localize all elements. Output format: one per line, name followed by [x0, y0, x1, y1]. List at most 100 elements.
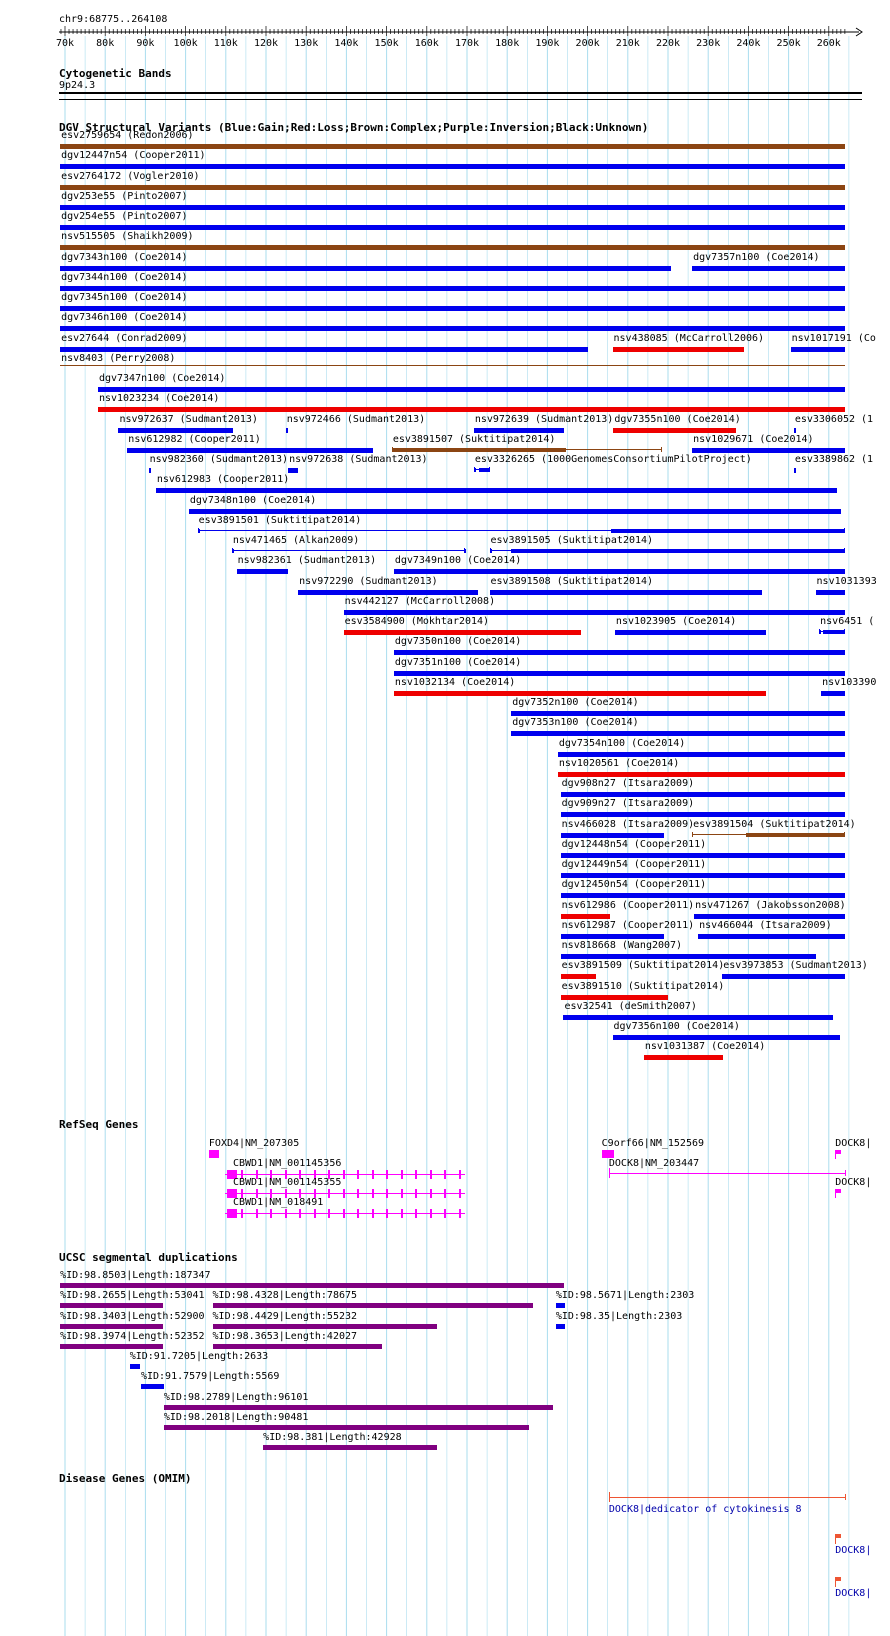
dgv-feature-bar[interactable]	[478, 468, 490, 472]
dgv-feature-bar[interactable]	[610, 528, 846, 533]
segdup-bar[interactable]	[60, 1323, 163, 1329]
cytoband-bar[interactable]	[59, 92, 862, 94]
dgv-feature-bar[interactable]	[60, 285, 846, 291]
dgv-feature-bar[interactable]	[393, 569, 846, 575]
dgv-feature-bar[interactable]	[698, 933, 846, 939]
dgv-feature-bar[interactable]	[343, 630, 581, 635]
dgv-feature-bar[interactable]	[511, 549, 846, 553]
segdup-bar[interactable]	[212, 1323, 437, 1329]
gene-body[interactable]	[601, 1150, 615, 1158]
dgv-feature-bar[interactable]	[614, 630, 767, 635]
dgv-feature-bar[interactable]	[97, 387, 846, 392]
segdup-bar[interactable]	[263, 1445, 437, 1450]
dgv-feature-bar[interactable]	[489, 589, 763, 595]
dgv-feature-bar[interactable]	[694, 913, 846, 919]
segdup-bar[interactable]	[60, 1343, 163, 1349]
gene-body[interactable]	[208, 1150, 219, 1158]
dgv-feature-bar[interactable]	[60, 144, 846, 149]
dgv-feature-bar[interactable]	[819, 630, 822, 634]
gene-intron-line[interactable]	[224, 1173, 465, 1175]
dgv-feature-bar[interactable]	[612, 346, 745, 352]
dgv-feature-bar[interactable]	[613, 427, 737, 433]
omim-gene-line[interactable]	[608, 1497, 846, 1498]
dgv-feature-bar[interactable]	[790, 346, 846, 352]
dgv-feature-bar[interactable]	[463, 549, 466, 553]
dgv-feature-bar[interactable]	[560, 792, 846, 797]
dgv-feature-bar[interactable]	[288, 468, 299, 473]
dgv-feature-bar[interactable]	[560, 954, 816, 959]
dgv-feature-bar[interactable]	[60, 184, 846, 190]
dgv-feature-bar[interactable]	[560, 913, 611, 919]
dgv-feature-bar[interactable]	[692, 265, 846, 271]
dgv-feature-bar[interactable]	[822, 630, 846, 634]
dgv-feature-bar[interactable]	[643, 1055, 723, 1061]
dgv-feature-bar[interactable]	[118, 427, 234, 433]
segdup-bar[interactable]	[140, 1384, 164, 1390]
dgv-feature-bar[interactable]	[560, 852, 846, 858]
dgv-feature-bar[interactable]	[557, 771, 846, 777]
dgv-feature-bar[interactable]	[793, 427, 796, 433]
segdup-bar[interactable]	[60, 1303, 163, 1309]
gene-intron-line[interactable]	[224, 1212, 465, 1214]
dgv-feature-bar[interactable]	[560, 974, 596, 980]
dgv-feature-bar[interactable]	[612, 1035, 841, 1040]
dgv-feature-bar[interactable]	[557, 751, 846, 757]
dgv-feature-bar[interactable]	[793, 468, 796, 473]
omim-flag-icon[interactable]	[835, 1577, 837, 1587]
dgv-feature-bar[interactable]	[560, 812, 846, 818]
gene-intron-line[interactable]	[608, 1172, 846, 1174]
dgv-feature-bar[interactable]	[560, 994, 668, 1000]
dgv-feature-bar[interactable]	[473, 427, 565, 433]
dgv-feature-bar[interactable]	[60, 265, 672, 271]
dgv-feature-bar[interactable]	[746, 832, 846, 837]
dgv-feature-bar[interactable]	[298, 589, 478, 595]
dgv-feature-bar[interactable]	[60, 306, 846, 311]
dgv-feature-bar[interactable]	[821, 690, 846, 696]
dgv-feature-bar[interactable]	[60, 346, 588, 352]
dgv-feature-bar[interactable]	[692, 447, 846, 453]
dgv-feature-bar[interactable]	[511, 711, 846, 716]
dgv-feature-bar[interactable]	[127, 447, 374, 453]
dgv-feature-bar[interactable]	[563, 1014, 833, 1020]
gene-flag-icon[interactable]	[835, 1150, 837, 1159]
dgv-feature-bar[interactable]	[511, 731, 846, 737]
dgv-feature-bar[interactable]	[489, 549, 492, 553]
dgv-feature-bar[interactable]	[60, 245, 846, 251]
omim-flag-icon[interactable]	[835, 1534, 837, 1544]
segdup-bar[interactable]	[555, 1303, 566, 1309]
dgv-feature-bar[interactable]	[60, 164, 846, 170]
dgv-feature-bar[interactable]	[197, 528, 200, 533]
segdup-bar[interactable]	[129, 1364, 141, 1369]
dgv-feature-bar[interactable]	[60, 225, 846, 230]
segdup-bar[interactable]	[555, 1323, 566, 1329]
dgv-feature-bar[interactable]	[231, 549, 234, 553]
dgv-feature-bar[interactable]	[60, 364, 846, 366]
segdup-bar[interactable]	[163, 1424, 529, 1430]
dgv-feature-bar[interactable]	[148, 468, 151, 473]
gene-intron-line[interactable]	[224, 1193, 465, 1194]
dgv-feature-bar[interactable]	[560, 832, 665, 838]
segdup-bar[interactable]	[163, 1404, 554, 1410]
dgv-feature-bar[interactable]	[236, 569, 289, 575]
dgv-feature-bar[interactable]	[393, 650, 846, 656]
dgv-feature-bar[interactable]	[60, 204, 846, 210]
dgv-feature-bar[interactable]	[560, 893, 846, 899]
segdup-bar[interactable]	[212, 1303, 533, 1309]
dgv-feature-bar[interactable]	[155, 488, 837, 494]
dgv-feature-bar[interactable]	[560, 933, 665, 939]
segdup-bar[interactable]	[60, 1283, 565, 1288]
dgv-feature-bar[interactable]	[393, 670, 846, 676]
dgv-feature-bar[interactable]	[97, 407, 846, 413]
dgv-feature-bar[interactable]	[815, 589, 846, 595]
dgv-feature-bar[interactable]	[560, 873, 846, 878]
dgv-feature-bar[interactable]	[60, 326, 846, 332]
ruler[interactable]	[0, 24, 890, 74]
dgv-feature-bar[interactable]	[285, 427, 289, 433]
segdup-bar[interactable]	[212, 1343, 382, 1349]
dgv-feature-bar[interactable]	[391, 447, 567, 452]
dgv-feature-bar[interactable]	[722, 974, 846, 980]
dgv-feature-bar[interactable]	[343, 609, 846, 615]
dgv-feature-bar[interactable]	[393, 690, 767, 696]
dgv-feature-bar[interactable]	[473, 468, 477, 472]
gene-flag-icon[interactable]	[835, 1189, 837, 1198]
